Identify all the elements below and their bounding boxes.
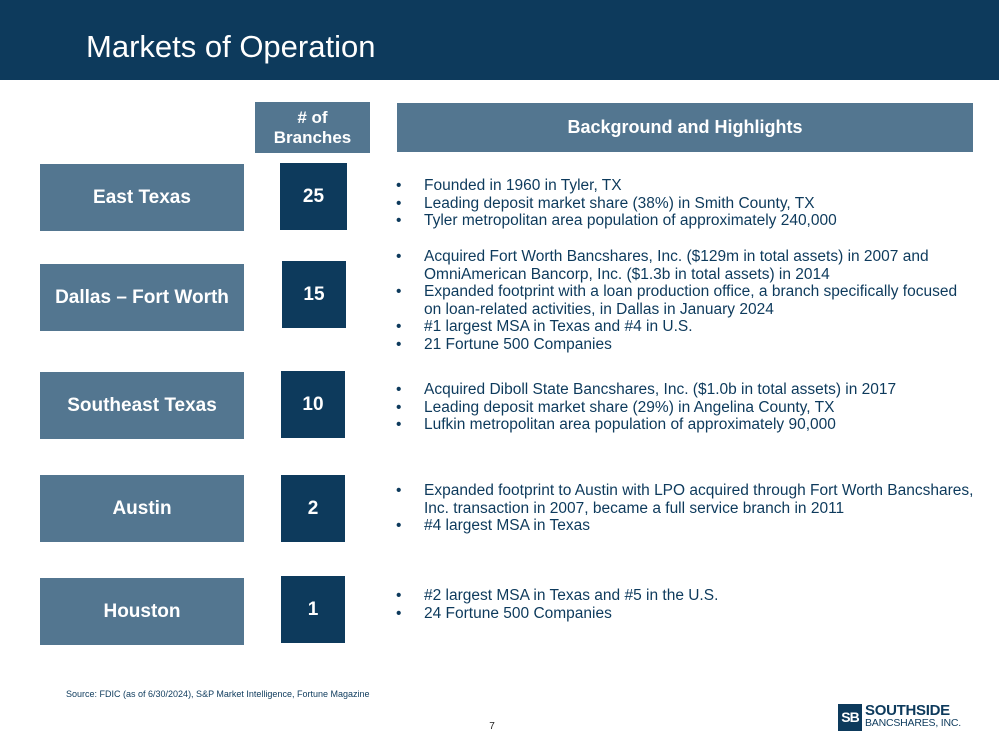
branches-header-line1: # of	[297, 107, 328, 127]
branch-count-east-texas: 25	[280, 163, 347, 230]
market-austin: Austin	[40, 475, 244, 542]
source-note: Source: FDIC (as of 6/30/2024), S&P Mark…	[66, 689, 370, 699]
title-bar: Markets of Operation	[0, 0, 999, 80]
branches-column-header: # of Branches	[255, 102, 370, 153]
list-item: Acquired Fort Worth Bancshares, Inc. ($1…	[394, 248, 974, 283]
list-item: Acquired Diboll State Bancshares, Inc. (…	[394, 381, 984, 399]
list-item: Founded in 1960 in Tyler, TX	[394, 177, 984, 195]
highlights-east-texas: Founded in 1960 in Tyler, TX Leading dep…	[394, 177, 984, 230]
highlights-houston: #2 largest MSA in Texas and #5 in the U.…	[394, 587, 984, 622]
branch-count-dallas-fort-worth: 15	[282, 261, 346, 328]
list-item: Leading deposit market share (29%) in An…	[394, 399, 984, 417]
list-item: #1 largest MSA in Texas and #4 in U.S.	[394, 318, 974, 336]
branch-count-houston: 1	[281, 576, 345, 643]
highlights-dallas-fort-worth: Acquired Fort Worth Bancshares, Inc. ($1…	[394, 248, 974, 353]
list-item: Lufkin metropolitan area population of a…	[394, 416, 984, 434]
market-houston: Houston	[40, 578, 244, 645]
highlights-southeast-texas: Acquired Diboll State Bancshares, Inc. (…	[394, 381, 984, 434]
background-column-header: Background and Highlights	[397, 103, 973, 152]
list-item: Expanded footprint to Austin with LPO ac…	[394, 482, 984, 517]
market-dallas-fort-worth: Dallas – Fort Worth	[40, 264, 244, 331]
company-logo: SB SOUTHSIDE BANCSHARES, INC.	[838, 703, 961, 731]
list-item: Tyler metropolitan area population of ap…	[394, 212, 984, 230]
highlights-austin: Expanded footprint to Austin with LPO ac…	[394, 482, 984, 535]
list-item: Expanded footprint with a loan productio…	[394, 283, 974, 318]
branch-count-southeast-texas: 10	[281, 371, 345, 438]
list-item: Leading deposit market share (38%) in Sm…	[394, 195, 984, 213]
logo-line1: SOUTHSIDE	[865, 702, 950, 719]
list-item: 21 Fortune 500 Companies	[394, 336, 974, 354]
branch-count-austin: 2	[281, 475, 345, 542]
logo-mark: SB	[838, 703, 862, 731]
list-item: 24 Fortune 500 Companies	[394, 605, 984, 623]
page-number: 7	[489, 721, 495, 732]
market-east-texas: East Texas	[40, 164, 244, 231]
page-title: Markets of Operation	[86, 29, 376, 64]
logo-wordmark: SOUTHSIDE BANCSHARES, INC.	[865, 702, 961, 730]
branches-header-line2: Branches	[273, 127, 352, 147]
list-item: #2 largest MSA in Texas and #5 in the U.…	[394, 587, 984, 605]
market-southeast-texas: Southeast Texas	[40, 372, 244, 439]
logo-line2: BANCSHARES, INC.	[865, 717, 961, 729]
list-item: #4 largest MSA in Texas	[394, 517, 984, 535]
